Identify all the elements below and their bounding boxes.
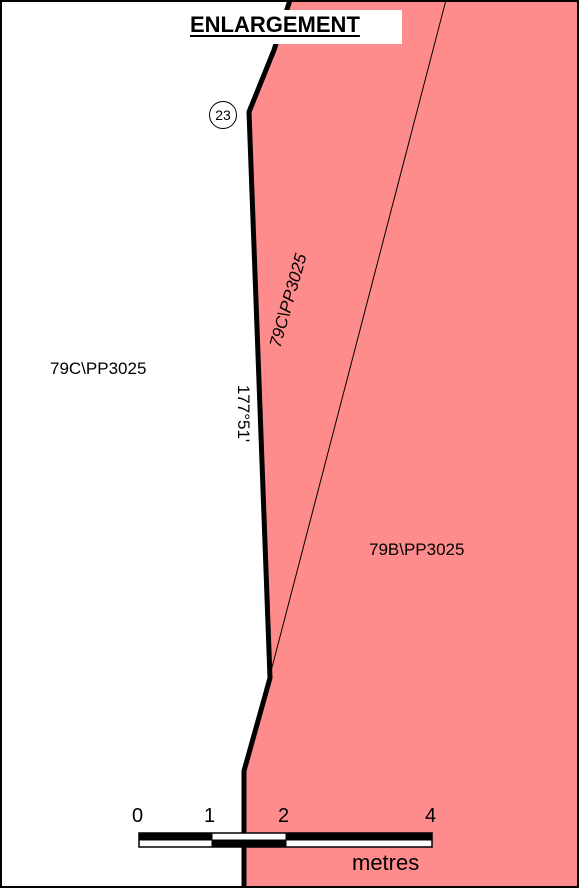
parcel-label-left: 79C\PP3025 <box>50 359 147 378</box>
scale-tick-label-1: 1 <box>204 805 216 827</box>
scale-seg-top-1 <box>211 832 287 841</box>
scale-outline <box>138 832 433 848</box>
scale-seg-top-0 <box>139 833 212 840</box>
map-title: ENLARGEMENT <box>190 12 360 37</box>
parcel-79b-area <box>244 0 579 888</box>
station-number: 23 <box>215 107 231 123</box>
scale-tick-label-4: 4 <box>425 805 437 827</box>
internal-boundary-line <box>269 0 447 676</box>
scale-seg-bottom-0 <box>138 839 213 848</box>
scale-seg-top-2 <box>286 833 432 840</box>
title-background <box>182 10 402 44</box>
scale-seg-bottom-1 <box>212 840 286 847</box>
bearing-label: 177°51' <box>234 384 254 443</box>
scale-unit-label: metres <box>352 850 420 875</box>
station-marker-circle <box>209 101 237 129</box>
scale-bar <box>138 832 433 848</box>
parcel-label-right: 79B\PP3025 <box>369 540 465 559</box>
scale-tick-label-0: 0 <box>132 805 144 827</box>
scale-tick-label-2: 2 <box>278 805 290 827</box>
scale-seg-bottom-2 <box>285 839 433 848</box>
